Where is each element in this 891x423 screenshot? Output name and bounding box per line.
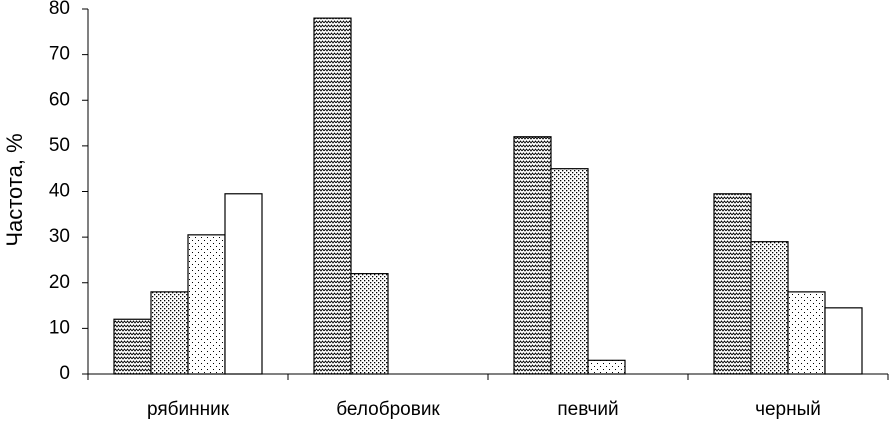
y-tick-label: 30 — [49, 226, 70, 247]
bar — [187, 234, 226, 375]
bar — [750, 241, 789, 375]
y-tick-label: 60 — [49, 89, 70, 110]
y-tick-label: 40 — [49, 181, 70, 202]
bar — [587, 359, 626, 375]
bar — [824, 307, 863, 375]
bar — [224, 193, 263, 375]
x-tick-label: черный — [755, 399, 821, 420]
x-tick-label: певчий — [557, 399, 618, 420]
y-tick-label: 20 — [49, 272, 70, 293]
y-axis-label: Частота, % — [2, 133, 27, 246]
x-tick-label: рябинник — [147, 399, 230, 420]
bar — [313, 17, 352, 375]
y-tick-label: 80 — [49, 0, 70, 19]
y-tick-label: 0 — [59, 363, 70, 384]
bar — [513, 136, 552, 375]
y-tick-label: 10 — [49, 317, 70, 338]
y-tick-label: 70 — [49, 44, 70, 65]
y-tick-label: 50 — [49, 135, 70, 156]
bar — [550, 168, 589, 375]
x-tick-label: белобровик — [336, 399, 440, 420]
bar — [113, 318, 152, 375]
bar — [350, 273, 389, 375]
bar — [713, 193, 752, 375]
bar — [150, 291, 189, 375]
bar — [787, 291, 826, 375]
